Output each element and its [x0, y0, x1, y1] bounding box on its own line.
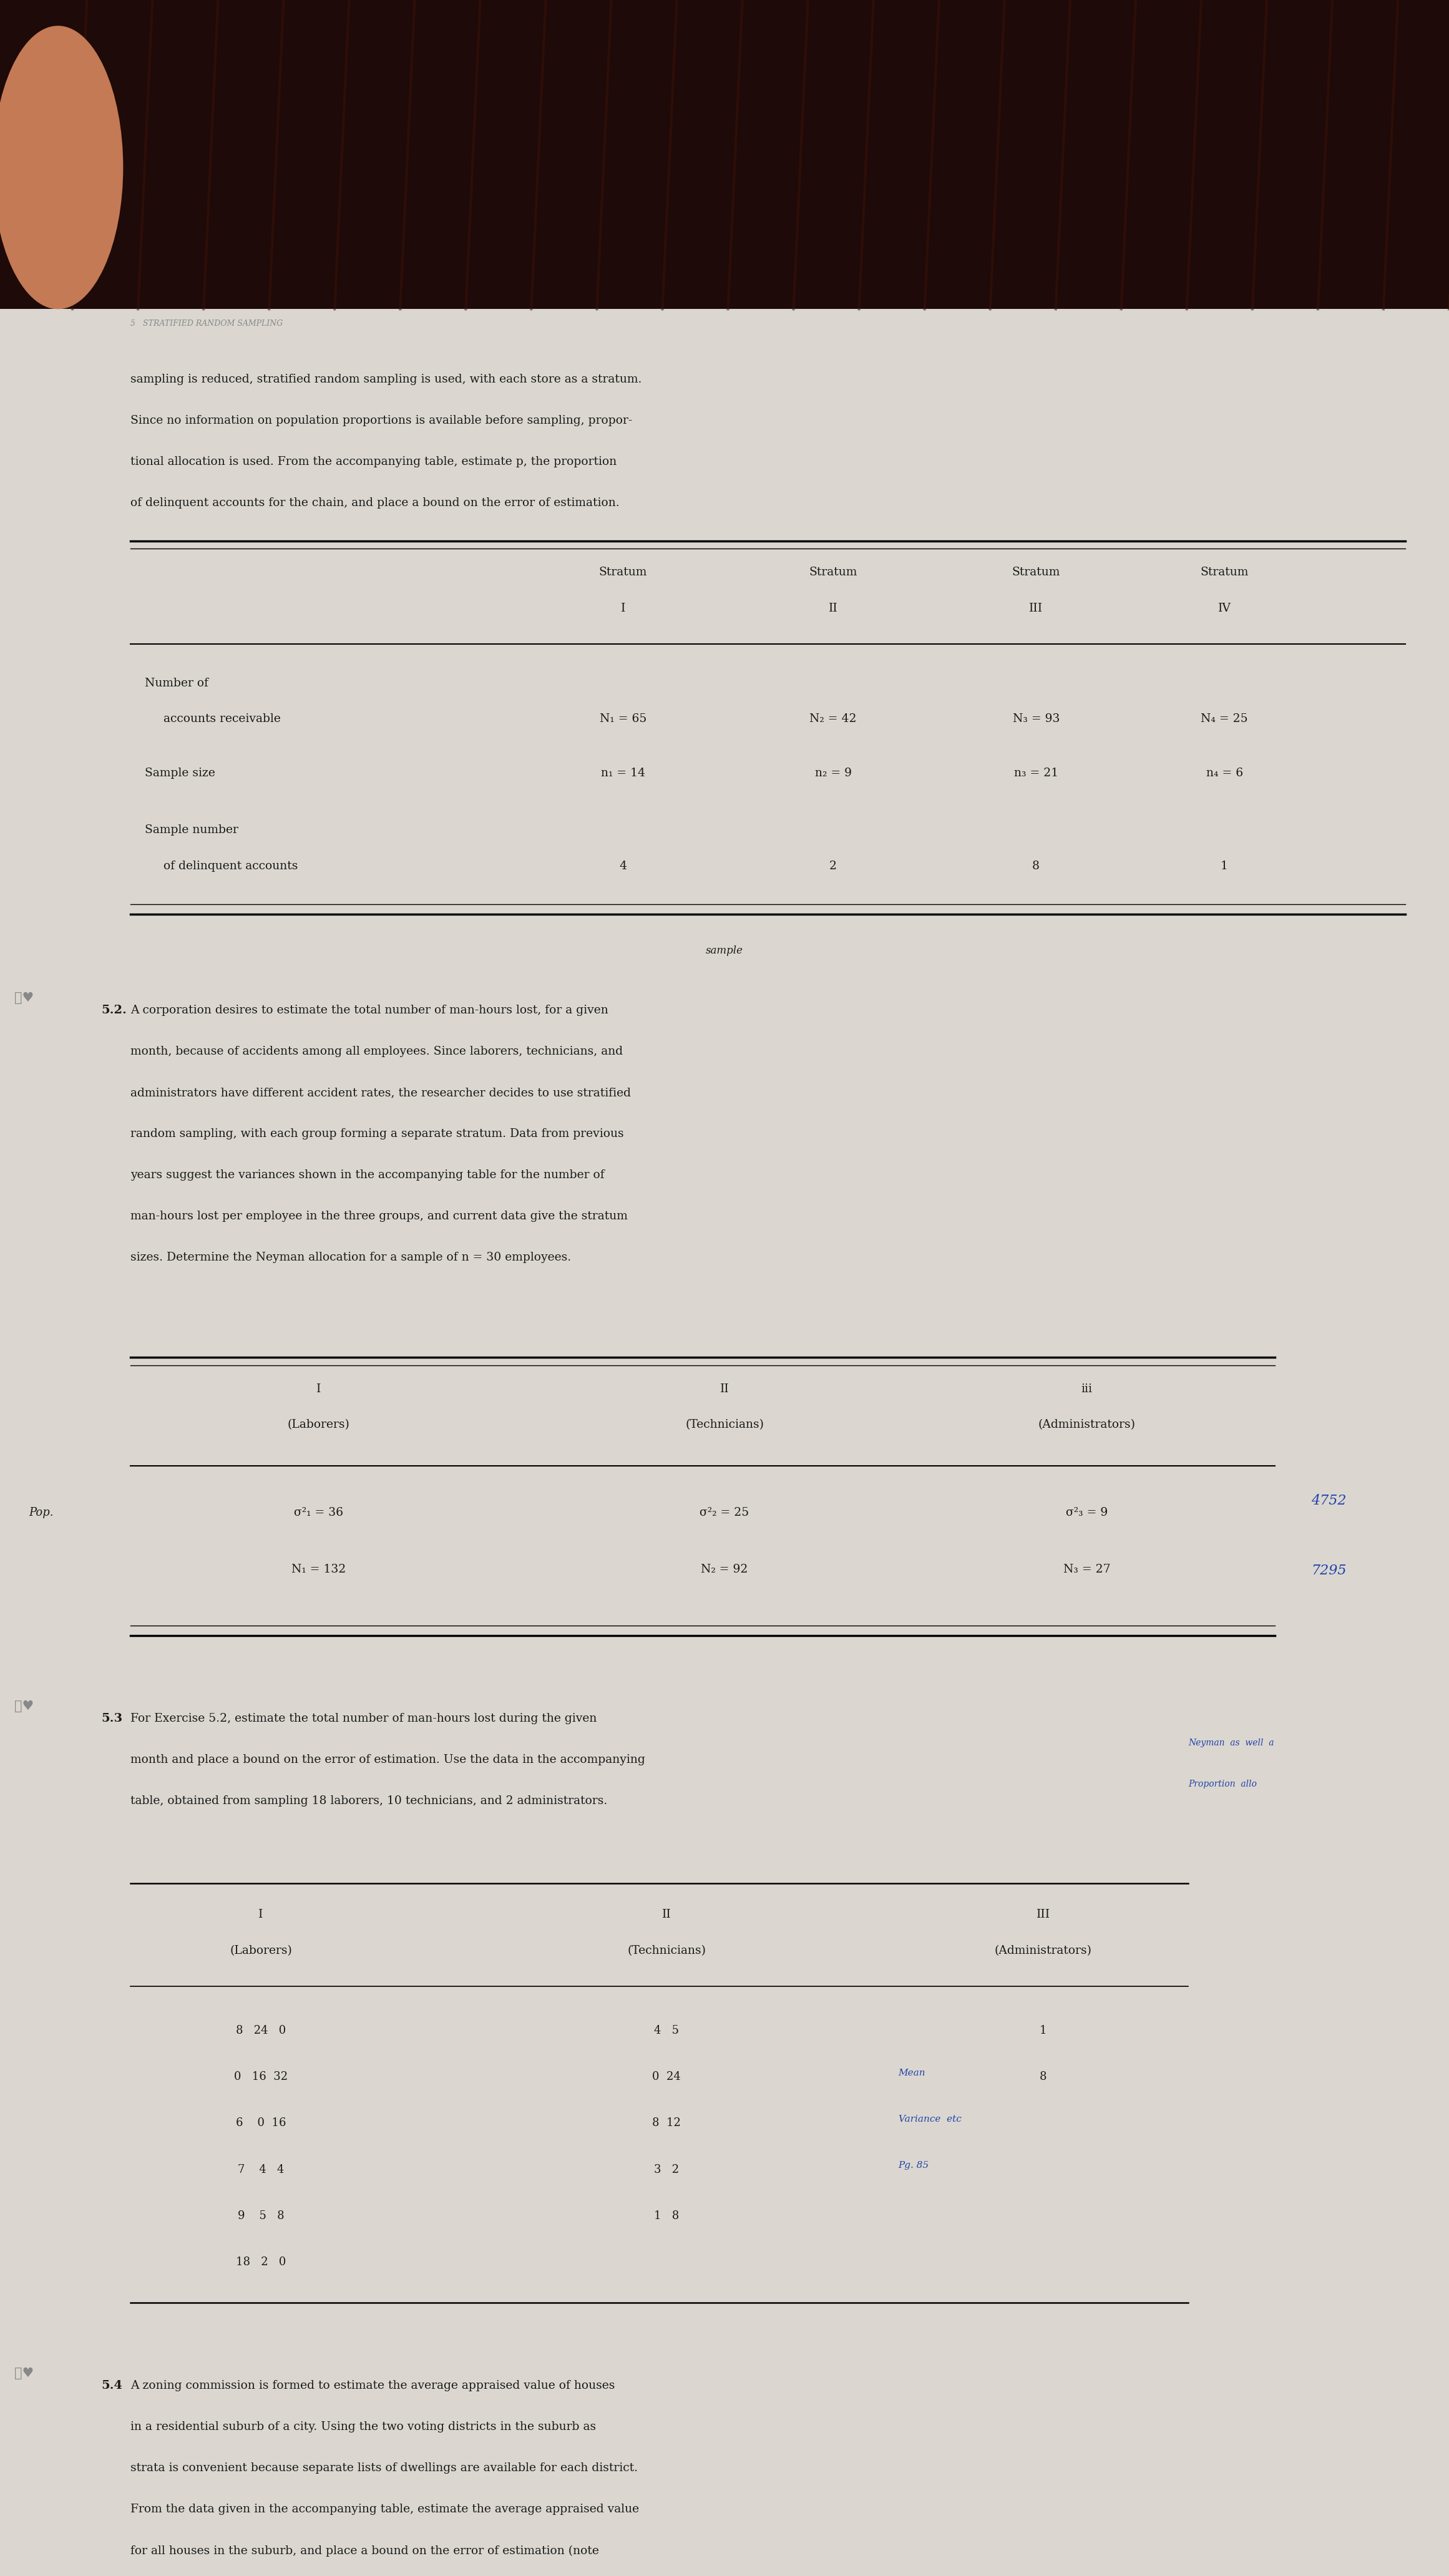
- Text: n₁ = 14: n₁ = 14: [601, 768, 645, 778]
- Text: 3   2: 3 2: [653, 2164, 680, 2174]
- Text: (Laborers): (Laborers): [229, 1945, 293, 1955]
- Text: (Technicians): (Technicians): [685, 1419, 764, 1430]
- Text: Neyman  as  well  a: Neyman as well a: [1188, 1739, 1274, 1747]
- Text: Pg. 85: Pg. 85: [898, 2161, 929, 2169]
- Text: From the data given in the accompanying table, estimate the average appraised va: From the data given in the accompanying …: [130, 2504, 639, 2514]
- Text: (Technicians): (Technicians): [627, 1945, 706, 1955]
- Text: Since no information on population proportions is available before sampling, pro: Since no information on population propo…: [130, 415, 632, 425]
- Text: 8: 8: [1040, 2071, 1046, 2081]
- Text: administrators have different accident rates, the researcher decides to use stra: administrators have different accident r…: [130, 1087, 630, 1097]
- Text: 18   2   0: 18 2 0: [236, 2257, 285, 2267]
- Text: N₁ = 132: N₁ = 132: [291, 1564, 346, 1574]
- Ellipse shape: [0, 26, 123, 309]
- Text: Proportion  allo: Proportion allo: [1188, 1780, 1256, 1788]
- Text: 6    0  16: 6 0 16: [236, 2117, 285, 2128]
- Text: in a residential suburb of a city. Using the two voting districts in the suburb : in a residential suburb of a city. Using…: [130, 2421, 596, 2432]
- Text: n₃ = 21: n₃ = 21: [1014, 768, 1058, 778]
- Text: 8: 8: [1032, 860, 1040, 871]
- Text: N₂ = 42: N₂ = 42: [810, 714, 856, 724]
- Text: I: I: [316, 1383, 322, 1394]
- Text: N₁ = 65: N₁ = 65: [600, 714, 646, 724]
- Text: IV: IV: [1219, 603, 1230, 613]
- Text: iii: iii: [1081, 1383, 1093, 1394]
- Text: Stratum: Stratum: [598, 567, 648, 577]
- Text: Number of: Number of: [145, 677, 209, 688]
- Text: 7295: 7295: [1311, 1564, 1346, 1577]
- Text: of delinquent accounts for the chain, and place a bound on the error of estimati: of delinquent accounts for the chain, an…: [130, 497, 619, 507]
- Text: sample: sample: [706, 945, 743, 956]
- Text: 5.3: 5.3: [101, 1713, 123, 1723]
- Text: II: II: [662, 1909, 671, 1919]
- Text: A zoning commission is formed to estimate the average appraised value of houses: A zoning commission is formed to estimat…: [130, 2380, 614, 2391]
- Text: of delinquent accounts: of delinquent accounts: [145, 860, 298, 871]
- Text: A corporation desires to estimate the total number of man-hours lost, for a give: A corporation desires to estimate the to…: [130, 1005, 609, 1015]
- Text: Mean: Mean: [898, 2069, 926, 2076]
- Text: 4   5: 4 5: [653, 2025, 680, 2035]
- Text: sampling is reduced, stratified random sampling is used, with each store as a st: sampling is reduced, stratified random s…: [130, 374, 642, 384]
- Text: n₄ = 6: n₄ = 6: [1206, 768, 1243, 778]
- Text: 0  24: 0 24: [652, 2071, 681, 2081]
- Text: N₃ = 27: N₃ = 27: [1064, 1564, 1110, 1574]
- Text: Sample number: Sample number: [145, 824, 239, 835]
- Text: month and place a bound on the error of estimation. Use the data in the accompan: month and place a bound on the error of …: [130, 1754, 645, 1765]
- Text: random sampling, with each group forming a separate stratum. Data from previous: random sampling, with each group forming…: [130, 1128, 623, 1139]
- Text: II: II: [829, 603, 838, 613]
- Text: accounts receivable: accounts receivable: [145, 714, 281, 724]
- Text: Stratum: Stratum: [809, 567, 858, 577]
- Text: month, because of accidents among all employees. Since laborers, technicians, an: month, because of accidents among all em…: [130, 1046, 623, 1056]
- Text: σ²₂ = 25: σ²₂ = 25: [700, 1507, 749, 1517]
- Text: σ²₁ = 36: σ²₁ = 36: [294, 1507, 343, 1517]
- Text: 1   8: 1 8: [653, 2210, 680, 2221]
- Text: 0   16  32: 0 16 32: [233, 2071, 288, 2081]
- Text: tional allocation is used. From the accompanying table, estimate p, the proporti: tional allocation is used. From the acco…: [130, 456, 617, 466]
- Bar: [0, 0, 1449, 309]
- Text: 1: 1: [1040, 2025, 1046, 2035]
- Text: 5.2.: 5.2.: [101, 1005, 128, 1015]
- Text: ★♥: ★♥: [14, 992, 33, 1005]
- Text: (Administrators): (Administrators): [994, 1945, 1093, 1955]
- Text: for all houses in the suburb, and place a bound on the error of estimation (note: for all houses in the suburb, and place …: [130, 2545, 598, 2555]
- Text: 9    5   8: 9 5 8: [238, 2210, 284, 2221]
- Text: years suggest the variances shown in the accompanying table for the number of: years suggest the variances shown in the…: [130, 1170, 604, 1180]
- Text: table, obtained from sampling 18 laborers, 10 technicians, and 2 administrators.: table, obtained from sampling 18 laborer…: [130, 1795, 607, 1806]
- Text: ★♥: ★♥: [14, 1700, 33, 1713]
- Text: Pop.: Pop.: [29, 1507, 54, 1517]
- Text: Sample size: Sample size: [145, 768, 216, 778]
- Text: Variance  etc: Variance etc: [898, 2115, 961, 2123]
- Text: 4752: 4752: [1311, 1494, 1346, 1507]
- Text: Stratum: Stratum: [1011, 567, 1061, 577]
- Text: Stratum: Stratum: [1200, 567, 1249, 577]
- Text: n₂ = 9: n₂ = 9: [814, 768, 852, 778]
- Text: ★♥: ★♥: [14, 2367, 33, 2380]
- Text: N₂ = 92: N₂ = 92: [701, 1564, 748, 1574]
- Text: 8  12: 8 12: [652, 2117, 681, 2128]
- Text: 5   STRATIFIED RANDOM SAMPLING: 5 STRATIFIED RANDOM SAMPLING: [130, 319, 283, 327]
- Text: 4: 4: [619, 860, 627, 871]
- Text: 2: 2: [829, 860, 838, 871]
- Text: I: I: [620, 603, 626, 613]
- Text: 8   24   0: 8 24 0: [236, 2025, 285, 2035]
- Text: III: III: [1029, 603, 1043, 613]
- Text: I: I: [258, 1909, 264, 1919]
- Text: (Laborers): (Laborers): [287, 1419, 351, 1430]
- Text: For Exercise 5.2, estimate the total number of man-hours lost during the given: For Exercise 5.2, estimate the total num…: [130, 1713, 597, 1723]
- Text: N₄ = 25: N₄ = 25: [1201, 714, 1248, 724]
- Text: man-hours lost per employee in the three groups, and current data give the strat: man-hours lost per employee in the three…: [130, 1211, 627, 1221]
- Text: III: III: [1036, 1909, 1051, 1919]
- Text: II: II: [720, 1383, 729, 1394]
- Text: 1: 1: [1220, 860, 1229, 871]
- Text: sizes. Determine the Neyman allocation for a sample of n = 30 employees.: sizes. Determine the Neyman allocation f…: [130, 1252, 571, 1262]
- Text: strata is convenient because separate lists of dwellings are available for each : strata is convenient because separate li…: [130, 2463, 638, 2473]
- Text: (Administrators): (Administrators): [1037, 1419, 1136, 1430]
- Text: N₃ = 93: N₃ = 93: [1013, 714, 1059, 724]
- Text: 7    4   4: 7 4 4: [238, 2164, 284, 2174]
- Text: σ²₃ = 9: σ²₃ = 9: [1066, 1507, 1107, 1517]
- Text: 5.4: 5.4: [101, 2380, 123, 2391]
